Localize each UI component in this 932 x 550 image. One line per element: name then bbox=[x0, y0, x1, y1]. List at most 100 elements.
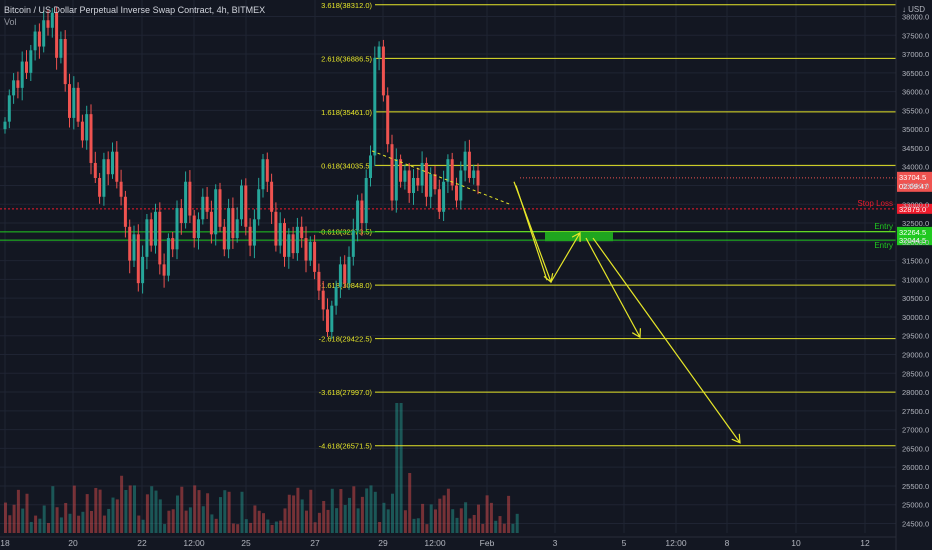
entry-zone-box[interactable] bbox=[545, 231, 613, 242]
volume-bar bbox=[42, 505, 46, 533]
volume-bar bbox=[365, 488, 369, 533]
price-tick-label[interactable]: 27000.0 bbox=[902, 426, 929, 435]
fib-level-label[interactable]: 1.618(35461.0) bbox=[321, 108, 372, 117]
time-axis[interactable]: 18 20 22 12:00 25 27 29 12:00 Feb 3 5 12:00 8 10 12 bbox=[0, 536, 896, 548]
candle-body bbox=[304, 238, 308, 261]
volume-bar bbox=[249, 522, 253, 533]
price-tick-label[interactable]: 32000.0 bbox=[902, 238, 929, 247]
price-tick-label[interactable]: 25500.0 bbox=[902, 482, 929, 491]
projection-arrow[interactable] bbox=[592, 237, 741, 444]
fib-level-label[interactable]: -4.618(26571.5) bbox=[319, 442, 373, 451]
volume-bar bbox=[399, 403, 403, 533]
price-tick-label[interactable]: 34500.0 bbox=[902, 144, 929, 153]
price-tick-label[interactable]: 27500.0 bbox=[902, 407, 929, 416]
price-tick-label[interactable]: 26500.0 bbox=[902, 444, 929, 453]
fib-level-label[interactable]: 2.618(36886.5) bbox=[321, 54, 372, 63]
time-tick-label[interactable]: 20 bbox=[68, 538, 78, 548]
time-tick-label[interactable]: 5 bbox=[622, 538, 627, 548]
time-tick-label[interactable]: 12:00 bbox=[183, 538, 205, 548]
fib-level-label[interactable]: -3.618(27997.0) bbox=[319, 388, 373, 397]
time-tick-label[interactable]: 22 bbox=[137, 538, 147, 548]
price-tick-label[interactable]: 35500.0 bbox=[902, 106, 929, 115]
price-tick-label[interactable]: 31000.0 bbox=[902, 275, 929, 284]
candle-body bbox=[12, 80, 16, 96]
time-tick-label[interactable]: 25 bbox=[241, 538, 251, 548]
fib-level-label[interactable]: 0.618(34035.5) bbox=[321, 161, 372, 170]
price-tick-label[interactable]: 32500.0 bbox=[902, 219, 929, 228]
current-price-label[interactable]: 33704.5 bbox=[899, 173, 926, 182]
time-tick-label[interactable]: 27 bbox=[310, 538, 320, 548]
time-tick-label[interactable]: Feb bbox=[480, 538, 495, 548]
price-tick-label[interactable]: 31500.0 bbox=[902, 257, 929, 266]
volume-label[interactable]: Vol bbox=[4, 17, 17, 27]
time-tick-label[interactable]: 12:00 bbox=[424, 538, 446, 548]
price-tick-label[interactable]: 35000.0 bbox=[902, 125, 929, 134]
price-tick-label[interactable]: 26000.0 bbox=[902, 463, 929, 472]
candle-body bbox=[381, 46, 385, 96]
candle-body bbox=[136, 234, 140, 284]
time-tick-label[interactable]: 18 bbox=[0, 538, 10, 548]
stop-loss-label[interactable]: Stop Loss bbox=[857, 199, 893, 208]
candle-body bbox=[295, 226, 299, 254]
price-tick-label[interactable]: 36000.0 bbox=[902, 88, 929, 97]
candle-body bbox=[184, 181, 188, 224]
candle-body bbox=[429, 174, 433, 197]
candle-body bbox=[42, 20, 46, 47]
time-tick-label[interactable]: 8 bbox=[725, 538, 730, 548]
price-tick-label[interactable]: 38000.0 bbox=[902, 13, 929, 22]
candle-body bbox=[25, 61, 28, 73]
trend-line[interactable] bbox=[371, 150, 511, 205]
fib-level-label[interactable]: 3.618(38312.0) bbox=[321, 1, 372, 10]
time-tick-label[interactable]: 29 bbox=[378, 538, 388, 548]
time-tick-label[interactable]: 12 bbox=[860, 538, 870, 548]
price-tag-label[interactable]: 32879.0 bbox=[899, 205, 926, 214]
projection-drawings[interactable] bbox=[371, 150, 741, 444]
projection-arrow[interactable] bbox=[515, 185, 548, 281]
candle-body bbox=[257, 189, 261, 220]
price-tick-label[interactable]: 30000.0 bbox=[902, 313, 929, 322]
price-tick-label[interactable]: 29500.0 bbox=[902, 332, 929, 341]
volume-bar bbox=[4, 502, 7, 533]
bar-countdown-label[interactable]: 02:09:47 bbox=[899, 182, 928, 191]
volume-bar bbox=[369, 485, 373, 533]
entry-label[interactable]: Entry bbox=[874, 222, 893, 231]
price-tick-label[interactable]: 37500.0 bbox=[902, 31, 929, 40]
candle-body bbox=[3, 121, 7, 130]
price-axis[interactable]: USD↓38000.0 37500.0 37000.0 36500.0 36000.0 3… bbox=[895, 0, 929, 550]
currency-label[interactable]: USD bbox=[908, 5, 925, 14]
volume-bar bbox=[408, 473, 412, 533]
price-tick-label[interactable]: 33500.0 bbox=[902, 182, 929, 191]
price-tick-label[interactable]: 28500.0 bbox=[902, 369, 929, 378]
price-tick-label[interactable]: 36500.0 bbox=[902, 69, 929, 78]
time-tick-label[interactable]: 12:00 bbox=[665, 538, 687, 548]
projection-arrow[interactable] bbox=[585, 237, 641, 338]
currency-arrow-icon[interactable]: ↓ bbox=[902, 5, 906, 14]
price-tick-label[interactable]: 33000.0 bbox=[902, 200, 929, 209]
symbol-title[interactable]: Bitcoin / US Dollar Perpetual Inverse Sw… bbox=[4, 5, 266, 15]
price-tick-label[interactable]: 30500.0 bbox=[902, 294, 929, 303]
entry-label[interactable]: Entry bbox=[874, 241, 893, 250]
time-tick-label[interactable]: 3 bbox=[553, 538, 558, 548]
price-tick-label[interactable]: 25000.0 bbox=[902, 501, 929, 510]
price-tick-label[interactable]: 34000.0 bbox=[902, 163, 929, 172]
volume-bar bbox=[197, 490, 201, 533]
volume-bar bbox=[292, 495, 296, 533]
candle-body bbox=[85, 114, 89, 141]
horizontal-lines[interactable]: Stop Loss 32879.0 Entry 32264.5 Entry 32044.5… bbox=[0, 171, 932, 250]
fib-level-label[interactable]: -1.618(30848.0) bbox=[319, 281, 373, 290]
time-tick-label[interactable]: 10 bbox=[791, 538, 801, 548]
price-tag-label[interactable]: 32044.5 bbox=[899, 236, 926, 245]
fib-level-label[interactable]: -2.618(29422.5) bbox=[319, 335, 373, 344]
volume-bar bbox=[64, 502, 68, 533]
price-tick-label[interactable]: 37000.0 bbox=[902, 50, 929, 59]
volume-bar bbox=[240, 491, 244, 533]
volume-bar bbox=[55, 507, 59, 533]
candle-body bbox=[416, 177, 420, 186]
candle-body bbox=[33, 31, 37, 51]
volume-bar bbox=[150, 486, 154, 533]
price-tick-label[interactable]: 24500.0 bbox=[902, 520, 929, 529]
price-tick-label[interactable]: 29000.0 bbox=[902, 351, 929, 360]
price-tag-label[interactable]: 32264.5 bbox=[899, 228, 926, 237]
price-tick-label[interactable]: 28000.0 bbox=[902, 388, 929, 397]
